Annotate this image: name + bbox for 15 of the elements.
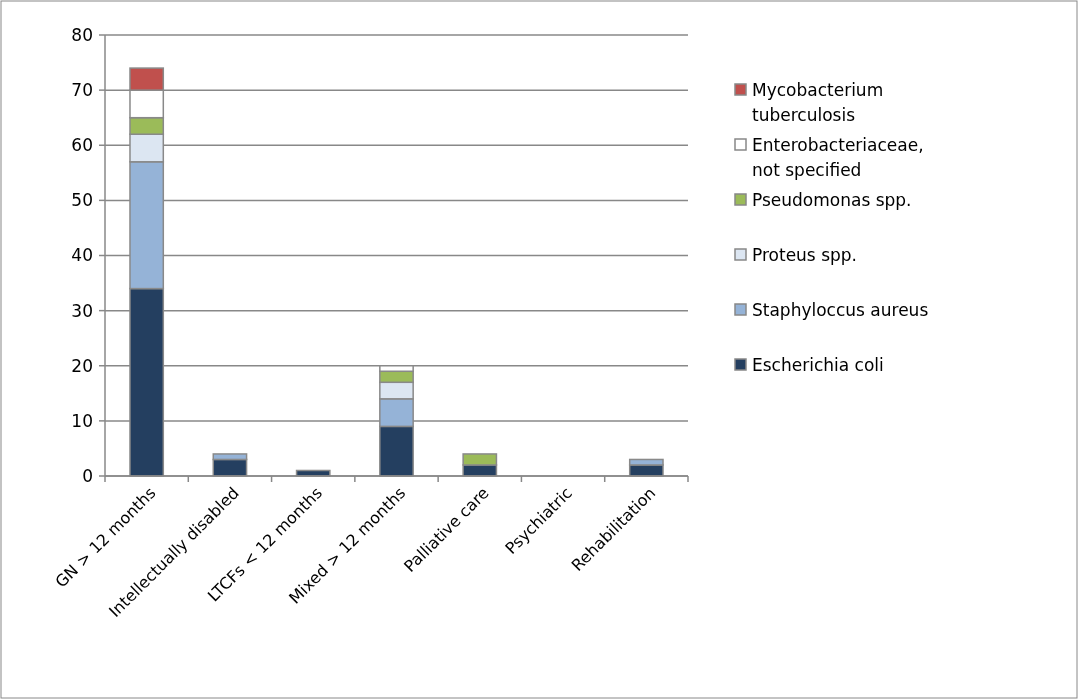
y-tick-label: 0 — [82, 465, 93, 486]
legend-label: Pseudomonas spp. — [752, 189, 912, 210]
y-tick-label: 50 — [71, 190, 93, 211]
y-tick-label: 40 — [71, 245, 93, 266]
legend-label: Escherichia coli — [752, 354, 884, 375]
legend-label: Staphyloccus aureus — [752, 299, 929, 320]
y-tick-label: 70 — [71, 80, 93, 101]
y-tick-label: 20 — [71, 355, 93, 376]
y-tick-label: 80 — [71, 24, 93, 45]
legend-label: Mycobacterium tuberculosis — [752, 79, 884, 125]
legend-label: Enterobacteriaceae, not specified — [752, 134, 924, 180]
legend-label: Proteus spp. — [752, 244, 857, 265]
y-tick-label: 30 — [71, 300, 93, 321]
y-tick-label: 60 — [71, 135, 93, 156]
y-tick-label: 10 — [71, 410, 93, 431]
